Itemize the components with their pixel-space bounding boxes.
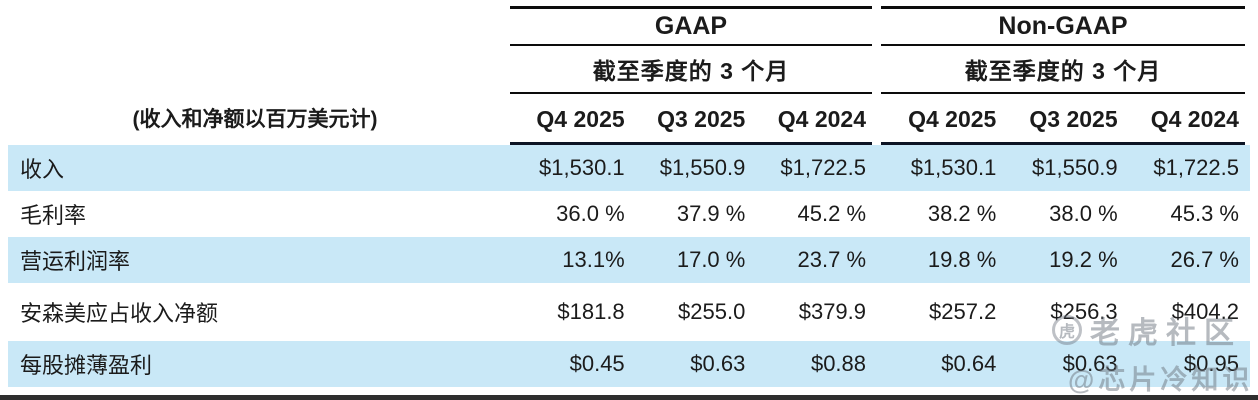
row-label: 营运利润率 — [20, 249, 131, 274]
label-column-spacer — [0, 46, 510, 94]
table-cell: $0.88 — [810, 351, 867, 376]
table-cell: $256.3 — [1050, 299, 1118, 324]
gaap-values: $0.45 $0.63 $0.88 — [510, 351, 872, 377]
column-header: Q4 2024 — [1150, 106, 1239, 132]
table-cell: $1,530.1 — [539, 155, 625, 180]
non-gaap-values: 38.2 % 38.0 % 45.3 % — [881, 201, 1245, 227]
gaap-quarter-headers: Q4 2025 Q3 2025 Q4 2024 — [510, 94, 872, 145]
table-row-operating-margin: 营运利润率 13.1% 17.0 % 23.7 % 19.8 % 19.2 % … — [8, 237, 1250, 283]
column-header: Q4 2024 — [777, 106, 867, 132]
gaap-values: 36.0 % 37.9 % 45.2 % — [510, 201, 872, 227]
table-cell: $379.9 — [798, 299, 867, 324]
group-gap — [872, 46, 881, 94]
table-cell: $255.0 — [678, 299, 746, 324]
non-gaap-values: $0.64 $0.63 $0.95 — [881, 351, 1245, 377]
gaap-group-title: GAAP — [510, 6, 872, 46]
non-gaap-group-title: Non-GAAP — [881, 6, 1245, 46]
gaap-group-subtitle: 截至季度的 3 个月 — [510, 46, 872, 94]
table-row-gross-margin: 毛利率 36.0 % 37.9 % 45.2 % 38.2 % 38.0 % 4… — [8, 191, 1250, 237]
gaap-values: $1,530.1 $1,550.9 $1,722.5 — [510, 155, 872, 181]
table-cell: 19.8 % — [927, 247, 997, 272]
column-header: Q3 2025 — [1029, 106, 1118, 132]
table-cell: $181.8 — [557, 299, 625, 324]
unit-note: (收入和净额以百万美元计) — [132, 108, 378, 131]
table-cell: $0.63 — [1062, 351, 1118, 376]
table-cell: 19.2 % — [1049, 247, 1118, 272]
table-cell: $1,550.9 — [1032, 155, 1118, 180]
column-header: Q4 2025 — [536, 106, 625, 132]
table-cell: 45.2 % — [797, 201, 867, 226]
table-cell: $0.64 — [941, 351, 997, 376]
table-cell: 36.0 % — [556, 201, 625, 226]
column-header: Q3 2025 — [657, 106, 746, 132]
column-header: Q4 2025 — [908, 106, 997, 132]
table-cell: $1,530.1 — [910, 155, 997, 180]
non-gaap-values: $1,530.1 $1,550.9 $1,722.5 — [881, 155, 1245, 181]
row-label: 每股摊薄盈利 — [20, 353, 153, 378]
non-gaap-quarter-headers: Q4 2025 Q3 2025 Q4 2024 — [881, 94, 1245, 145]
group-subtitle-row: 截至季度的 3 个月 截至季度的 3 个月 — [0, 46, 1258, 94]
table-cell: 26.7 % — [1170, 247, 1239, 272]
table-cell: 45.3 % — [1170, 201, 1239, 226]
table-cell: 17.0 % — [676, 247, 746, 272]
table-cell: 37.9 % — [676, 201, 746, 226]
table-cell: $404.2 — [1171, 299, 1239, 324]
row-label: 毛利率 — [20, 203, 87, 228]
table-row-revenue: 收入 $1,530.1 $1,550.9 $1,722.5 $1,530.1 $… — [8, 145, 1250, 191]
table-cell: 23.7 % — [797, 247, 867, 272]
table-cell: $0.63 — [690, 351, 746, 376]
table-cell: $1,722.5 — [780, 155, 867, 180]
table-row-diluted-eps: 每股摊薄盈利 $0.45 $0.63 $0.88 $0.64 $0.63 $0.… — [8, 341, 1250, 387]
bottom-edge-bar — [0, 395, 1258, 400]
non-gaap-values: $257.2 $256.3 $404.2 — [881, 299, 1245, 325]
group-title-row: GAAP Non-GAAP — [0, 6, 1258, 46]
table-cell: $0.45 — [569, 351, 625, 376]
row-label: 安森美应占收入净额 — [20, 301, 219, 326]
table-cell: 38.0 % — [1049, 201, 1118, 226]
table-cell: $1,722.5 — [1153, 155, 1239, 180]
group-gap — [872, 6, 881, 46]
group-gap — [872, 94, 881, 145]
table-cell: $257.2 — [929, 299, 997, 324]
non-gaap-values: 19.8 % 19.2 % 26.7 % — [881, 247, 1245, 273]
quarter-header-row: (收入和净额以百万美元计) Q4 2025 Q3 2025 Q4 2024 Q4… — [0, 94, 1258, 145]
label-column-spacer — [0, 6, 510, 46]
gaap-values: $181.8 $255.0 $379.9 — [510, 299, 872, 325]
row-label: 收入 — [20, 157, 65, 182]
table-cell: 38.2 % — [927, 201, 997, 226]
table-row-net-income: 安森美应占收入净额 $181.8 $255.0 $379.9 $257.2 $2… — [8, 283, 1250, 341]
table-cell: $0.95 — [1183, 351, 1239, 376]
table-cell: 13.1% — [562, 247, 625, 272]
non-gaap-group-subtitle: 截至季度的 3 个月 — [881, 46, 1245, 94]
gaap-values: 13.1% 17.0 % 23.7 % — [510, 247, 872, 273]
table-cell: $1,550.9 — [659, 155, 746, 180]
